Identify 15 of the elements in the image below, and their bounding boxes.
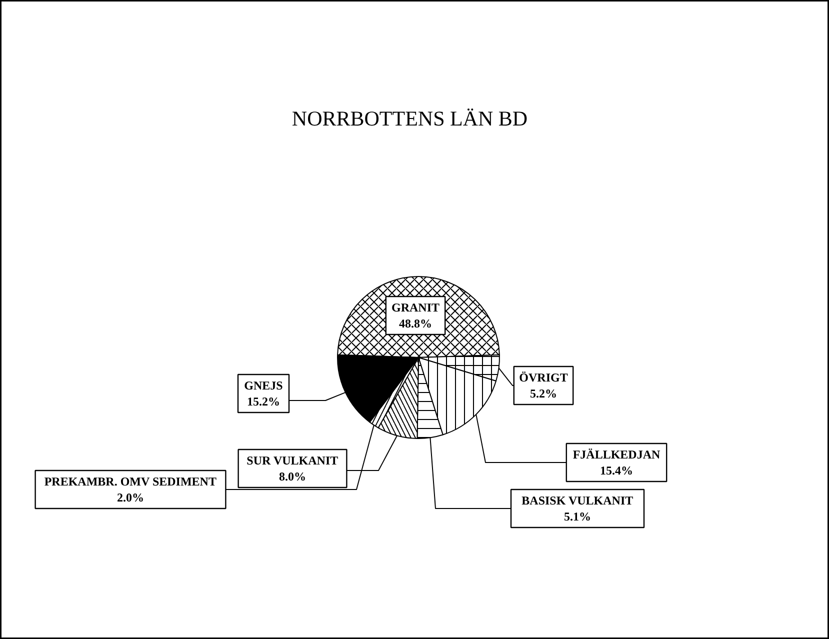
- slice-label: SUR VULKANIT: [246, 453, 338, 468]
- data-label: 48.8%: [399, 316, 432, 331]
- data-label: 15.4%: [600, 464, 633, 478]
- slice-label: FJÄLLKEDJAN: [572, 447, 661, 462]
- slice-label: ÖVRIGT: [519, 370, 568, 384]
- data-label: 5.2%: [530, 386, 557, 401]
- data-label: 5.1%: [564, 510, 591, 524]
- data-label: 15.2%: [247, 394, 280, 409]
- slice-label: GRANIT: [391, 300, 440, 314]
- chart-title: NORRBOTTENS LÄN BD: [292, 106, 528, 130]
- slice-label: PREKAMBR. OMV SEDIMENT: [44, 474, 216, 488]
- slice-label: GNEJS: [244, 378, 284, 392]
- slice-label: BASISK VULKANIT: [522, 493, 634, 508]
- data-label: 2.0%: [117, 490, 144, 505]
- data-label: 8.0%: [279, 470, 306, 484]
